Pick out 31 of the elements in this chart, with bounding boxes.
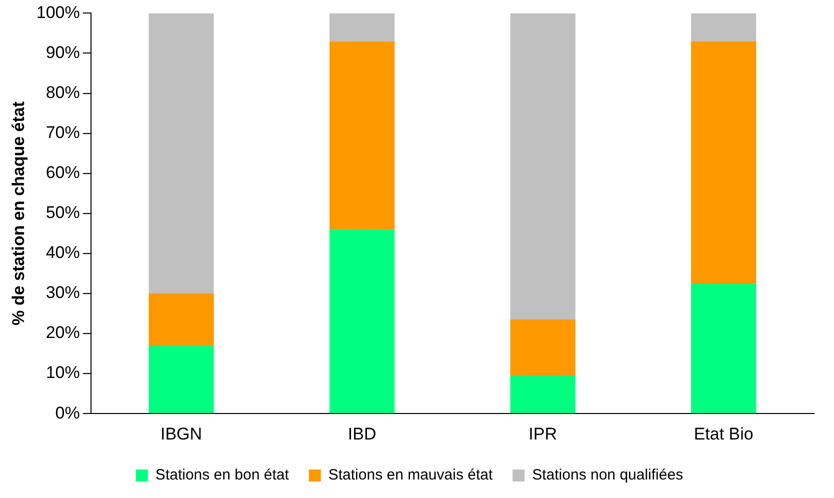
legend-label: Stations en mauvais état [328,466,494,484]
y-tick-label: 60% [46,163,80,182]
bar [510,320,576,376]
y-tick-label: 90% [46,42,80,62]
bar [330,229,395,414]
bar [510,13,576,320]
y-tick-label: 40% [46,243,80,262]
bar [148,346,214,414]
y-tick-label: 50% [46,203,80,222]
bar [330,13,395,42]
bar [330,41,395,230]
bar [148,293,214,346]
bar [691,283,756,414]
x-tick-label: IPR [528,424,557,444]
y-tick-label: 0% [55,403,80,422]
bar [148,13,214,294]
bar [691,41,756,284]
x-tick-label: IBD [348,424,376,444]
y-tick-label: 70% [46,123,80,142]
y-tick-label: 100% [36,2,80,22]
y-axis-title: % de station en chaque état [8,101,28,326]
bar [691,13,756,42]
legend-label: Stations en bon état [155,466,290,484]
y-tick-label: 10% [46,363,80,382]
y-tick-label: 30% [46,283,80,302]
bar [510,376,576,414]
legend-label: Stations non qualifiées [532,466,684,484]
x-tick-label: IBGN [160,424,202,444]
y-tick-label: 20% [46,323,80,342]
x-tick-label: Etat Bio [694,424,754,444]
y-tick-label: 80% [46,82,80,102]
